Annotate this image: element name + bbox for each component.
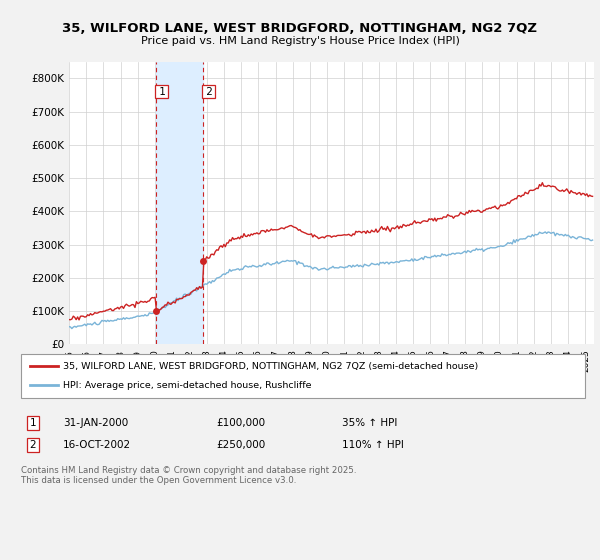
Text: 1: 1 bbox=[29, 418, 37, 428]
Text: 35, WILFORD LANE, WEST BRIDGFORD, NOTTINGHAM, NG2 7QZ (semi-detached house): 35, WILFORD LANE, WEST BRIDGFORD, NOTTIN… bbox=[63, 362, 478, 371]
Text: 2: 2 bbox=[29, 440, 37, 450]
Text: Price paid vs. HM Land Registry's House Price Index (HPI): Price paid vs. HM Land Registry's House … bbox=[140, 36, 460, 46]
Text: £100,000: £100,000 bbox=[216, 418, 265, 428]
Text: £250,000: £250,000 bbox=[216, 440, 265, 450]
Text: 16-OCT-2002: 16-OCT-2002 bbox=[63, 440, 131, 450]
Text: Contains HM Land Registry data © Crown copyright and database right 2025.
This d: Contains HM Land Registry data © Crown c… bbox=[21, 466, 356, 486]
Text: 1: 1 bbox=[157, 87, 166, 96]
Text: 31-JAN-2000: 31-JAN-2000 bbox=[63, 418, 128, 428]
Text: 2: 2 bbox=[203, 87, 213, 96]
Text: HPI: Average price, semi-detached house, Rushcliffe: HPI: Average price, semi-detached house,… bbox=[63, 381, 311, 390]
Text: 35% ↑ HPI: 35% ↑ HPI bbox=[342, 418, 397, 428]
Text: 35, WILFORD LANE, WEST BRIDGFORD, NOTTINGHAM, NG2 7QZ: 35, WILFORD LANE, WEST BRIDGFORD, NOTTIN… bbox=[62, 22, 538, 35]
Bar bbox=[157, 62, 203, 344]
Text: 110% ↑ HPI: 110% ↑ HPI bbox=[342, 440, 404, 450]
